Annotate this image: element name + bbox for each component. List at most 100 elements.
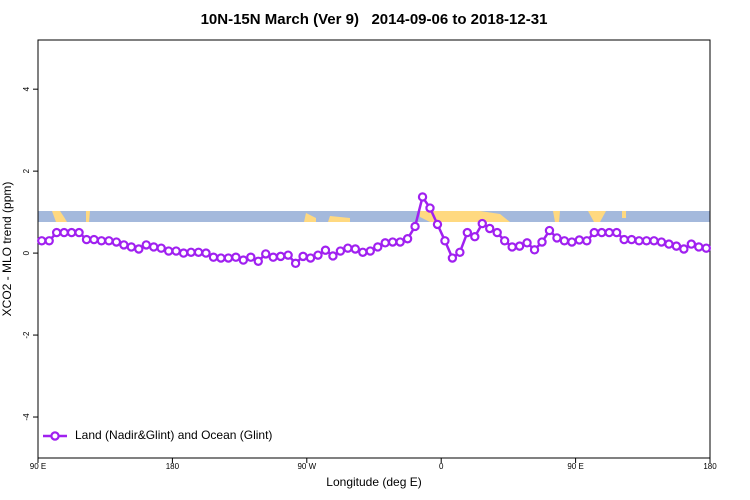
data-point xyxy=(664,239,674,249)
data-point xyxy=(611,227,622,238)
data-point xyxy=(208,252,219,262)
data-point xyxy=(268,252,278,262)
data-point xyxy=(119,240,129,250)
data-point xyxy=(298,251,308,262)
data-point xyxy=(455,247,465,257)
data-point xyxy=(66,227,77,238)
data-point xyxy=(216,253,226,263)
x-tick-label: 0 xyxy=(439,462,444,471)
data-point xyxy=(492,227,502,238)
data-point xyxy=(582,236,592,246)
x-tick-label: 180 xyxy=(703,462,717,471)
data-point xyxy=(328,251,338,261)
data-point xyxy=(679,244,689,254)
data-point xyxy=(589,227,599,238)
land-patch xyxy=(52,211,67,222)
data-point xyxy=(149,242,159,252)
data-point xyxy=(358,247,368,257)
chart-title: 10N-15N March (Ver 9) 2014-09-06 to 2018… xyxy=(201,11,548,28)
data-point xyxy=(231,252,241,262)
data-point xyxy=(156,243,166,253)
data-point xyxy=(417,192,428,202)
land-patch xyxy=(588,211,606,222)
data-point xyxy=(246,252,256,262)
data-point xyxy=(305,253,316,263)
y-tick-label: 4 xyxy=(22,86,31,91)
data-point xyxy=(283,250,293,260)
y-tick-label: -4 xyxy=(22,413,31,421)
data-point xyxy=(74,227,84,238)
data-point xyxy=(656,237,667,247)
x-tick-label: 90 W xyxy=(297,462,316,471)
data-point xyxy=(171,246,181,256)
data-point xyxy=(529,245,540,255)
data-point xyxy=(425,203,435,213)
data-point xyxy=(261,249,271,259)
data-point xyxy=(96,236,107,246)
x-tick-label: 90 E xyxy=(30,462,46,471)
data-point xyxy=(343,243,353,253)
data-point xyxy=(552,233,562,243)
data-point xyxy=(522,238,532,248)
data-point xyxy=(440,236,450,246)
data-point xyxy=(544,225,555,236)
data-point xyxy=(447,253,458,263)
data-point xyxy=(335,246,346,256)
data-point xyxy=(59,227,69,238)
data-point xyxy=(365,246,375,256)
data-point xyxy=(514,241,525,251)
data-point xyxy=(238,255,249,265)
data-point xyxy=(634,236,644,246)
x-tick-label: 90 E xyxy=(567,462,583,471)
land-patch xyxy=(86,211,90,222)
data-point xyxy=(574,235,585,245)
data-point xyxy=(597,227,607,238)
data-point xyxy=(141,240,151,250)
data-point xyxy=(537,237,547,247)
data-point xyxy=(178,248,189,258)
data-point xyxy=(395,237,405,247)
data-point xyxy=(134,244,144,254)
data-point xyxy=(686,239,697,249)
data-point xyxy=(432,219,443,230)
data-point xyxy=(604,227,614,238)
data-point xyxy=(387,237,398,247)
data-point xyxy=(81,234,92,245)
data-point xyxy=(275,251,286,262)
data-point xyxy=(477,218,487,229)
data-point xyxy=(51,227,62,238)
data-point xyxy=(111,237,122,247)
y-axis-label: XCO2 - MLO trend (ppm) xyxy=(0,182,14,317)
data-point xyxy=(485,223,495,234)
data-point xyxy=(37,236,47,246)
legend-marker xyxy=(50,431,60,441)
data-point xyxy=(380,238,390,248)
data-point xyxy=(223,253,234,263)
data-point xyxy=(701,243,711,253)
data-point xyxy=(470,232,480,242)
ocean-strip xyxy=(38,211,710,222)
data-point xyxy=(290,258,301,269)
data-point xyxy=(89,234,99,245)
data-point xyxy=(201,248,211,258)
data-point xyxy=(402,234,413,244)
data-point xyxy=(193,247,204,257)
data-point xyxy=(313,250,323,260)
land-patch xyxy=(328,216,350,222)
data-point xyxy=(350,244,361,254)
data-point xyxy=(507,242,517,252)
land-patch xyxy=(420,211,510,222)
data-point xyxy=(649,236,659,246)
data-point xyxy=(126,242,137,252)
data-point xyxy=(186,247,196,257)
legend-label: Land (Nadir&Glint) and Ocean (Glint) xyxy=(75,428,272,442)
data-point xyxy=(694,242,704,252)
data-point xyxy=(559,236,570,246)
data-point xyxy=(671,241,682,251)
data-point xyxy=(626,234,637,245)
data-point xyxy=(163,246,174,256)
data-point xyxy=(619,234,629,245)
x-tick-label: 180 xyxy=(166,462,180,471)
data-point xyxy=(373,242,383,252)
